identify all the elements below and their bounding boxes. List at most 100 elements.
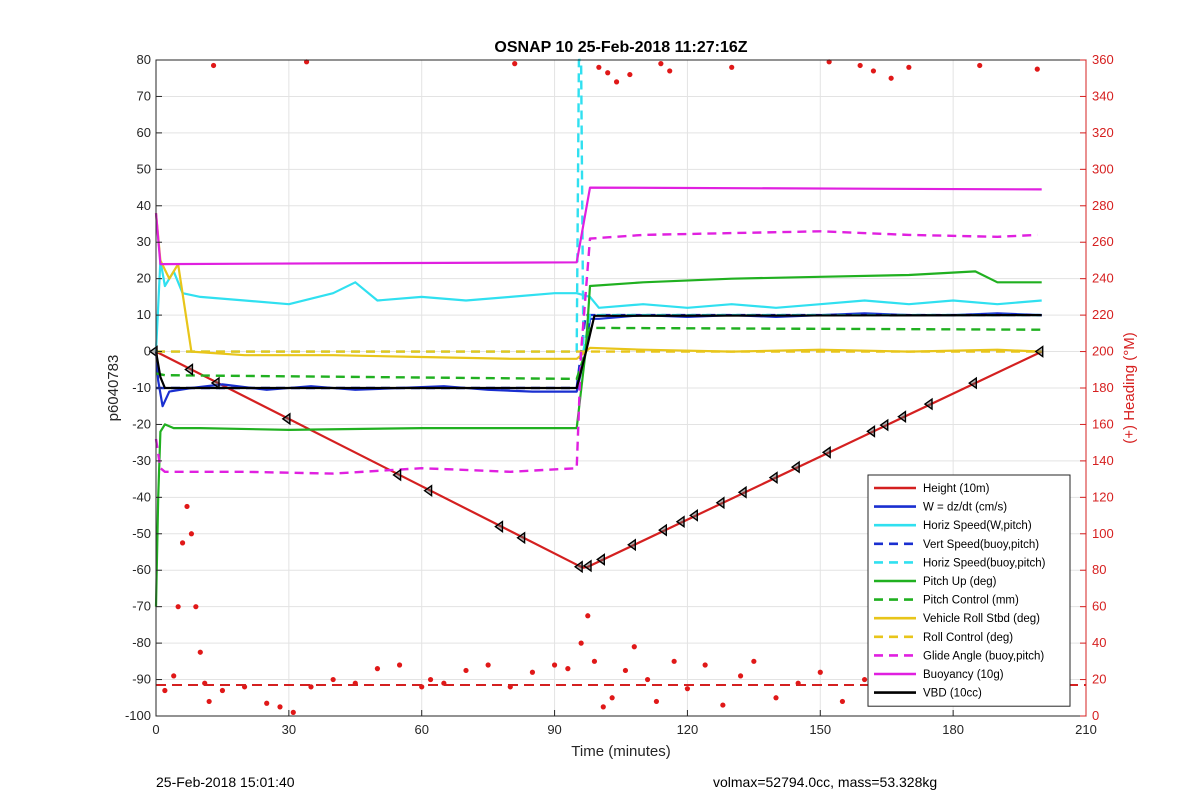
x-tick-labels: 0 30 60 90 120 150 180 210 bbox=[152, 710, 1097, 737]
legend-label: Pitch Up (deg) bbox=[923, 576, 997, 588]
y-tick-label: 30 bbox=[137, 234, 151, 249]
y2-tick-label: 300 bbox=[1092, 161, 1114, 176]
y-tick-label: 60 bbox=[137, 125, 151, 140]
bubble-marker bbox=[658, 523, 667, 537]
heading-dot bbox=[585, 613, 591, 619]
heading-dot bbox=[578, 640, 584, 646]
x-tick-label: 0 bbox=[152, 722, 159, 737]
heading-dot bbox=[591, 658, 598, 664]
x-axis-label: Time (minutes) bbox=[571, 743, 670, 760]
heading-dot bbox=[188, 531, 195, 537]
x-tick-label: 180 bbox=[942, 722, 964, 737]
y-tick-label: 10 bbox=[137, 307, 151, 322]
bubble-marker bbox=[897, 410, 907, 424]
heading-dot bbox=[197, 649, 203, 655]
y2-tick-label: 120 bbox=[1092, 489, 1114, 504]
y2-tick-label: 60 bbox=[1092, 599, 1106, 614]
y-tick-label: 80 bbox=[137, 52, 151, 67]
heading-dot bbox=[737, 673, 744, 679]
heading-dot bbox=[609, 695, 615, 701]
bubble-marker bbox=[968, 376, 977, 390]
legend-label: Horiz Speed(buoy,pitch) bbox=[923, 557, 1046, 569]
bubble-marker bbox=[715, 496, 725, 510]
y-tick-label: 20 bbox=[137, 271, 151, 286]
heading-dot bbox=[720, 702, 726, 708]
legend-label: Horiz Speed(W,pitch) bbox=[923, 520, 1032, 532]
legend-box bbox=[867, 474, 1071, 707]
bubble-marker bbox=[423, 484, 433, 498]
legend-label: Roll Control (deg) bbox=[923, 632, 1013, 644]
heading-dot bbox=[193, 604, 199, 610]
series-line bbox=[154, 314, 1042, 390]
y2-tick-label: 200 bbox=[1092, 344, 1114, 359]
y-tick-label: -40 bbox=[132, 489, 151, 504]
y2-tick-label: 340 bbox=[1092, 88, 1114, 103]
chart-title: OSNAP 10 25-Feb-2018 11:27:16Z bbox=[494, 39, 747, 56]
y2-tick-label: 20 bbox=[1092, 672, 1106, 687]
bubble-marker bbox=[879, 418, 889, 432]
heading-dot bbox=[702, 662, 708, 668]
y-tick-label: 50 bbox=[137, 161, 151, 176]
series-line bbox=[155, 326, 1042, 381]
heading-dot bbox=[627, 71, 633, 78]
y2-tick-label: 0 bbox=[1092, 708, 1099, 723]
y-tick-label: 40 bbox=[137, 198, 151, 213]
heading-dot bbox=[171, 673, 177, 679]
bubble-marker bbox=[596, 553, 605, 566]
y-tick-label: -60 bbox=[132, 562, 151, 577]
y-tick-label: -80 bbox=[132, 635, 151, 650]
heading-dot bbox=[888, 75, 894, 81]
heading-dot bbox=[839, 698, 846, 705]
heading-dot bbox=[631, 644, 637, 650]
legend: Height (10m) W = dz/dt (cm/s) Horiz Speed(… bbox=[867, 474, 1071, 707]
y-tick-label: -100 bbox=[125, 708, 151, 723]
bubble-marker bbox=[210, 376, 220, 390]
heading-dot bbox=[605, 70, 611, 76]
bubble-marker bbox=[516, 531, 526, 545]
heading-dot bbox=[290, 709, 296, 715]
legend-label: Height (10m) bbox=[923, 483, 990, 495]
y2-tick-label: 40 bbox=[1092, 635, 1106, 650]
heading-dot bbox=[210, 62, 217, 69]
y-tick-labels: -100-90-80-70-60-50-40-30-20-10010203040… bbox=[125, 52, 162, 723]
heading-dot bbox=[463, 667, 469, 674]
y-tick-label: -30 bbox=[132, 453, 151, 468]
y2-axis-label: (+) Heading (°M) bbox=[1121, 332, 1138, 443]
heading-dot bbox=[596, 64, 602, 70]
heading-dot bbox=[667, 68, 673, 74]
y-tick-label: -10 bbox=[132, 380, 151, 395]
heading-dot bbox=[512, 61, 518, 67]
series-line bbox=[154, 212, 1042, 360]
heading-dot bbox=[653, 698, 660, 705]
y-tick-label: 70 bbox=[137, 88, 151, 103]
heading-dot bbox=[374, 666, 381, 672]
bubble-marker bbox=[790, 460, 800, 474]
series-line bbox=[154, 186, 1042, 266]
legend-label: VBD (10cc) bbox=[923, 688, 982, 700]
x-tick-label: 210 bbox=[1075, 722, 1097, 737]
x-tick-label: 90 bbox=[547, 722, 561, 737]
x-tick-label: 150 bbox=[809, 722, 831, 737]
y-tick-label: 0 bbox=[144, 344, 151, 359]
legend-label: W = dz/dt (cm/s) bbox=[923, 502, 1007, 514]
heading-dot bbox=[277, 704, 283, 710]
heading-dot bbox=[427, 676, 434, 683]
heading-dot bbox=[684, 686, 691, 692]
heading-dot bbox=[977, 62, 983, 69]
bubble-marker bbox=[689, 509, 698, 522]
bubble-marker bbox=[768, 471, 778, 484]
bubble-marker bbox=[627, 538, 636, 552]
heading-dot bbox=[1034, 66, 1040, 72]
heading-dot bbox=[551, 662, 558, 668]
series-line bbox=[154, 270, 1042, 607]
heading-dot bbox=[264, 700, 270, 706]
bubble-marker bbox=[281, 412, 291, 426]
bubble-marker bbox=[582, 559, 592, 573]
y2-tick-label: 180 bbox=[1092, 380, 1114, 395]
heading-dot bbox=[485, 662, 491, 668]
y2-tick-label: 160 bbox=[1092, 416, 1114, 431]
y2-tick-label: 220 bbox=[1092, 307, 1114, 322]
y2-tick-label: 360 bbox=[1092, 52, 1114, 67]
heading-dot bbox=[330, 676, 336, 683]
